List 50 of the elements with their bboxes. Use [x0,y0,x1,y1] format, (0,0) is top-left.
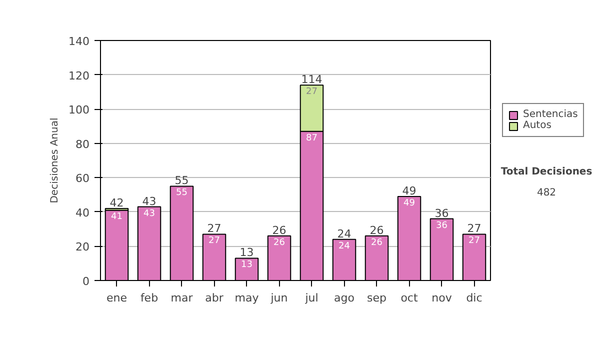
data-label: 43 [144,208,155,219]
x-tick-label: sep [367,292,387,304]
total-label: 36 [434,206,449,220]
y-tick-label: 0 [82,275,90,288]
total-label: 49 [402,184,416,198]
x-tick-label: jul [304,292,318,304]
text: 482 [536,187,556,198]
data-label: 26 [274,238,286,248]
y-axis-title: Decisiones Anual [50,118,61,204]
data-label: 55 [176,188,188,198]
text: Total Decisiones [500,166,592,178]
data-label: 27 [468,236,480,246]
x-tick-label: jun [270,292,288,304]
data-label: 49 [404,198,416,208]
legend-label: Autos [523,120,552,131]
y-tick-label: 80 [76,138,90,151]
x-tick-label: dic [466,292,482,304]
y-tick-label: 20 [76,240,90,254]
x-tick-label: mar [170,292,194,304]
total-label: 24 [337,227,352,240]
total-label: 55 [174,174,189,188]
total-label: 114 [301,73,322,86]
legend-label: Sentencias [523,109,578,120]
x-tick-label: may [234,292,260,304]
data-label: 87 [306,133,318,144]
data-label: 27 [306,87,318,98]
data-label: 26 [371,238,383,248]
x-tick-label: feb [140,292,158,304]
data-label: 27 [208,236,220,246]
total-label: 42 [110,196,124,210]
x-tick-label: ago [334,292,355,304]
y-tick-label: 140 [68,35,90,48]
x-tick-label: abr [205,292,224,304]
total-label: 26 [272,224,286,237]
x-tick-label: nov [432,292,452,304]
y-tick-label: 120 [68,69,90,82]
data-label: 13 [241,260,252,270]
total-label: 13 [240,246,254,260]
y-tick-label: 60 [76,172,90,186]
y-tick-label: 40 [76,206,90,220]
data-label: 24 [338,241,350,252]
data-label: 36 [436,220,448,231]
total-label: 43 [142,194,156,208]
x-tick-label: ene [106,292,128,304]
y-tick-label: 100 [68,104,90,117]
total-label: 26 [370,224,384,237]
x-tick-label: oct [400,292,418,304]
total-label: 27 [467,222,482,236]
data-label: 41 [111,212,122,222]
total-label: 27 [207,222,222,236]
